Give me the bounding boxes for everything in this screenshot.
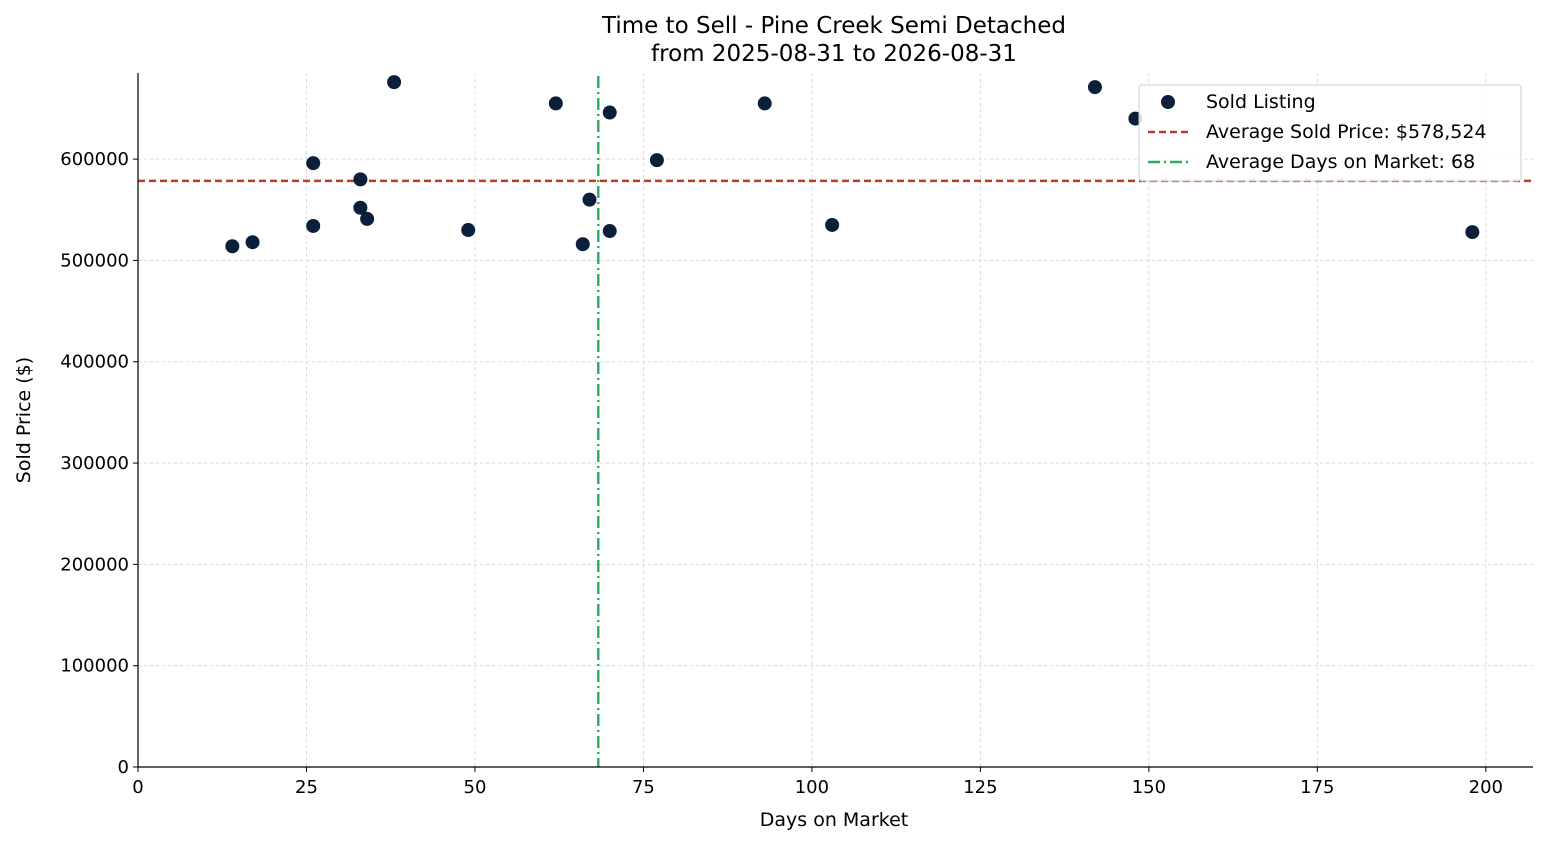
axes	[137, 73, 1533, 768]
data-point	[245, 235, 260, 250]
data-point	[1465, 225, 1480, 240]
x-tick-label: 100	[795, 777, 829, 798]
x-tick-label: 125	[963, 777, 997, 798]
y-tick-label: 100000	[60, 656, 129, 677]
y-axis-ticks: 0 100000 200000 300000 400000 500000 600000	[60, 149, 138, 778]
data-point	[757, 96, 772, 111]
y-tick-label: 600000	[60, 149, 129, 170]
chart-title: Time to Sell - Pine Creek Semi Detached	[601, 13, 1066, 39]
data-points	[225, 75, 1480, 254]
x-tick-label: 175	[1300, 777, 1334, 798]
data-point	[602, 105, 617, 120]
data-point	[602, 224, 617, 239]
data-point	[360, 211, 375, 226]
data-point	[387, 75, 402, 90]
x-tick-label: 200	[1469, 777, 1503, 798]
legend-label-average-price: Average Sold Price: $578,524	[1206, 121, 1487, 143]
data-point	[353, 172, 368, 187]
legend-marker-sold-listing	[1161, 95, 1175, 109]
data-point	[353, 200, 368, 215]
x-tick-label: 75	[632, 777, 655, 798]
data-point	[225, 239, 240, 254]
chart-subtitle: from 2025-08-31 to 2026-08-31	[651, 41, 1017, 67]
legend-label-sold-listing: Sold Listing	[1206, 91, 1316, 113]
x-tick-label: 25	[295, 777, 318, 798]
data-point	[1087, 80, 1102, 95]
y-tick-label: 400000	[60, 352, 129, 373]
x-axis-ticks: 0 25 50 75 100 125 150 175 200	[132, 767, 1503, 798]
legend: Sold Listing Average Sold Price: $578,52…	[1138, 84, 1522, 182]
y-axis-label: Sold Price ($)	[13, 357, 35, 483]
data-point	[582, 192, 597, 207]
data-point	[649, 153, 664, 168]
y-tick-label: 300000	[60, 453, 129, 474]
reference-lines	[138, 76, 1533, 767]
data-point	[548, 96, 563, 111]
data-point	[306, 156, 321, 171]
x-tick-label: 0	[132, 777, 143, 798]
x-tick-label: 50	[464, 777, 487, 798]
y-tick-label: 500000	[60, 250, 129, 271]
data-point	[306, 218, 321, 233]
y-tick-label: 0	[118, 757, 129, 778]
data-point	[575, 237, 590, 252]
data-point	[825, 217, 840, 232]
data-point	[461, 223, 476, 238]
legend-label-average-days: Average Days on Market: 68	[1206, 151, 1475, 173]
x-axis-label: Days on Market	[760, 809, 908, 831]
x-tick-label: 150	[1132, 777, 1166, 798]
legend-box	[1138, 84, 1522, 182]
y-tick-label: 200000	[60, 554, 129, 575]
